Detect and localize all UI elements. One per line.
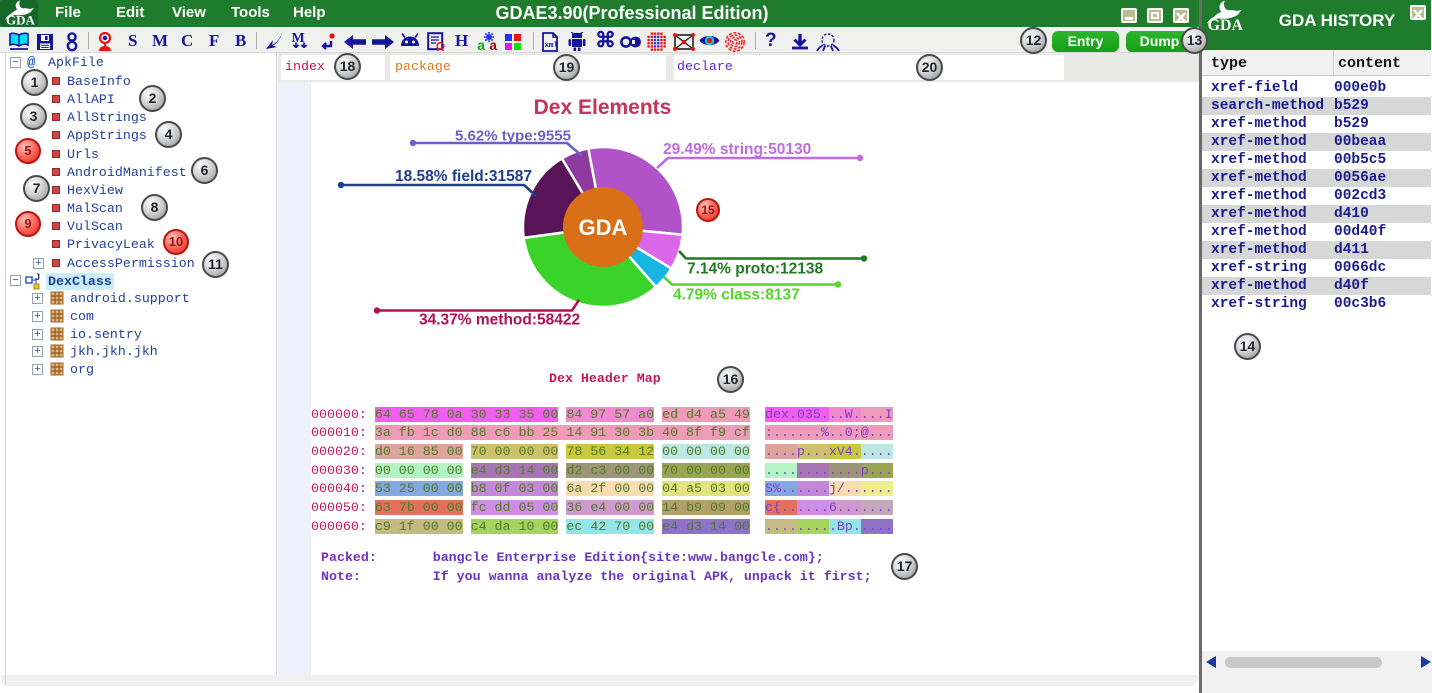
svg-text:a: a: [477, 39, 486, 52]
svg-text:a: a: [489, 39, 498, 52]
svg-text:GDA: GDA: [1208, 17, 1244, 31]
svg-text:18.58% field:31587: 18.58% field:31587: [395, 168, 532, 185]
svg-text:7.14% proto:12138: 7.14% proto:12138: [687, 261, 823, 278]
svg-text:J: J: [35, 272, 40, 282]
svg-text:5.62% type:9555: 5.62% type:9555: [455, 128, 571, 145]
svg-text:34.37% method:58422: 34.37% method:58422: [419, 312, 580, 329]
svg-text:4.79% class:8137: 4.79% class:8137: [673, 287, 800, 304]
svg-text:29.49% string:50130: 29.49% string:50130: [663, 141, 811, 158]
svg-text:GDA: GDA: [6, 13, 36, 28]
svg-text:GDA: GDA: [579, 215, 628, 240]
svg-text:M: M: [292, 31, 305, 46]
svg-text:xml: xml: [544, 42, 558, 50]
